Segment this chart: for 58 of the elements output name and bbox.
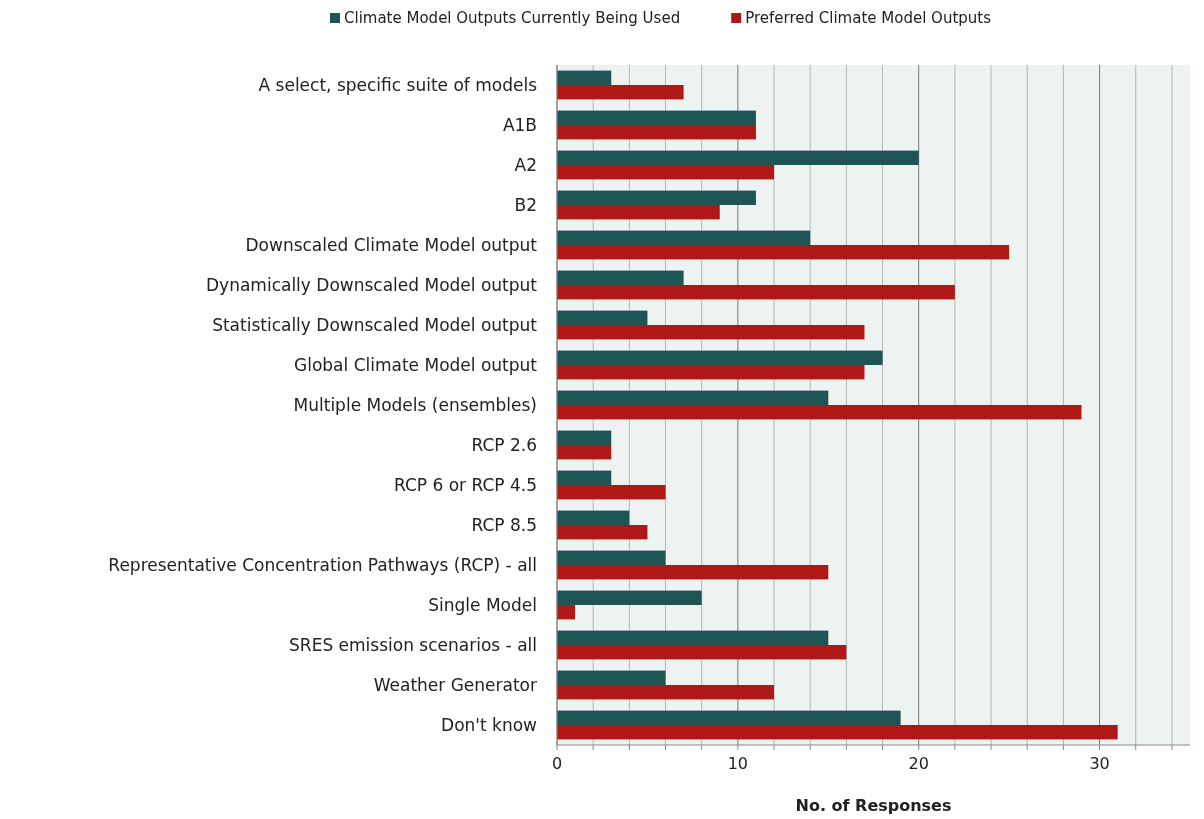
bar <box>557 165 775 180</box>
bar <box>557 485 666 500</box>
y-tick-label: Single Model <box>428 594 537 615</box>
y-tick-label: RCP 2.6 <box>471 434 537 455</box>
bar <box>557 565 829 580</box>
y-tick-label: Global Climate Model output <box>294 354 538 375</box>
y-tick-label: Don't know <box>441 714 538 735</box>
y-tick-label: Weather Generator <box>373 674 538 695</box>
bar <box>557 285 955 300</box>
x-tick-label: 30 <box>1089 754 1110 773</box>
bar <box>557 590 702 605</box>
bar <box>557 110 756 125</box>
bar <box>557 550 666 565</box>
legend-label: Preferred Climate Model Outputs <box>745 9 992 27</box>
bar <box>557 205 720 220</box>
y-tick-label: RCP 6 or RCP 4.5 <box>393 474 537 495</box>
bar <box>557 310 648 325</box>
bar <box>557 245 1010 260</box>
y-tick-label: Statistically Downscaled Model output <box>212 314 538 335</box>
y-tick-label: A2 <box>514 154 537 175</box>
x-axis-title: No. of Responses <box>795 796 952 815</box>
bar <box>557 430 612 445</box>
bar <box>557 350 883 365</box>
bar <box>557 70 612 85</box>
bar <box>557 405 1082 420</box>
y-tick-label: A select, specific suite of models <box>258 74 538 95</box>
bar <box>557 365 865 380</box>
bar <box>557 605 576 620</box>
y-tick-label: Dynamically Downscaled Model output <box>206 274 538 295</box>
bar <box>557 645 847 660</box>
bar <box>557 125 756 140</box>
y-tick-label: SRES emission scenarios - all <box>289 634 537 655</box>
x-tick-label: 20 <box>908 754 929 773</box>
bar <box>557 525 648 540</box>
bar <box>557 630 829 645</box>
x-tick-label: 10 <box>727 754 749 773</box>
bar <box>557 670 666 685</box>
y-tick-label: Downscaled Climate Model output <box>245 234 538 255</box>
bar <box>557 390 829 405</box>
y-tick-label: Representative Concentration Pathways (RCP) - all <box>108 554 537 575</box>
y-tick-label: RCP 8.5 <box>471 514 537 535</box>
bar <box>557 725 1118 740</box>
bar <box>557 230 811 245</box>
y-tick-label: Multiple Models (ensembles) <box>293 394 537 415</box>
bar <box>557 85 684 100</box>
bar <box>557 470 612 485</box>
bar <box>557 510 630 525</box>
bar <box>557 685 775 700</box>
x-tick-label: 0 <box>551 754 563 773</box>
bar <box>557 325 865 340</box>
bar <box>557 710 901 725</box>
y-tick-label: B2 <box>514 194 537 215</box>
bar <box>557 445 612 460</box>
bar <box>557 270 684 285</box>
bar <box>557 150 919 165</box>
bar <box>557 190 756 205</box>
y-tick-label: A1B <box>502 114 537 135</box>
legend-label: Climate Model Outputs Currently Being Used <box>344 9 681 27</box>
